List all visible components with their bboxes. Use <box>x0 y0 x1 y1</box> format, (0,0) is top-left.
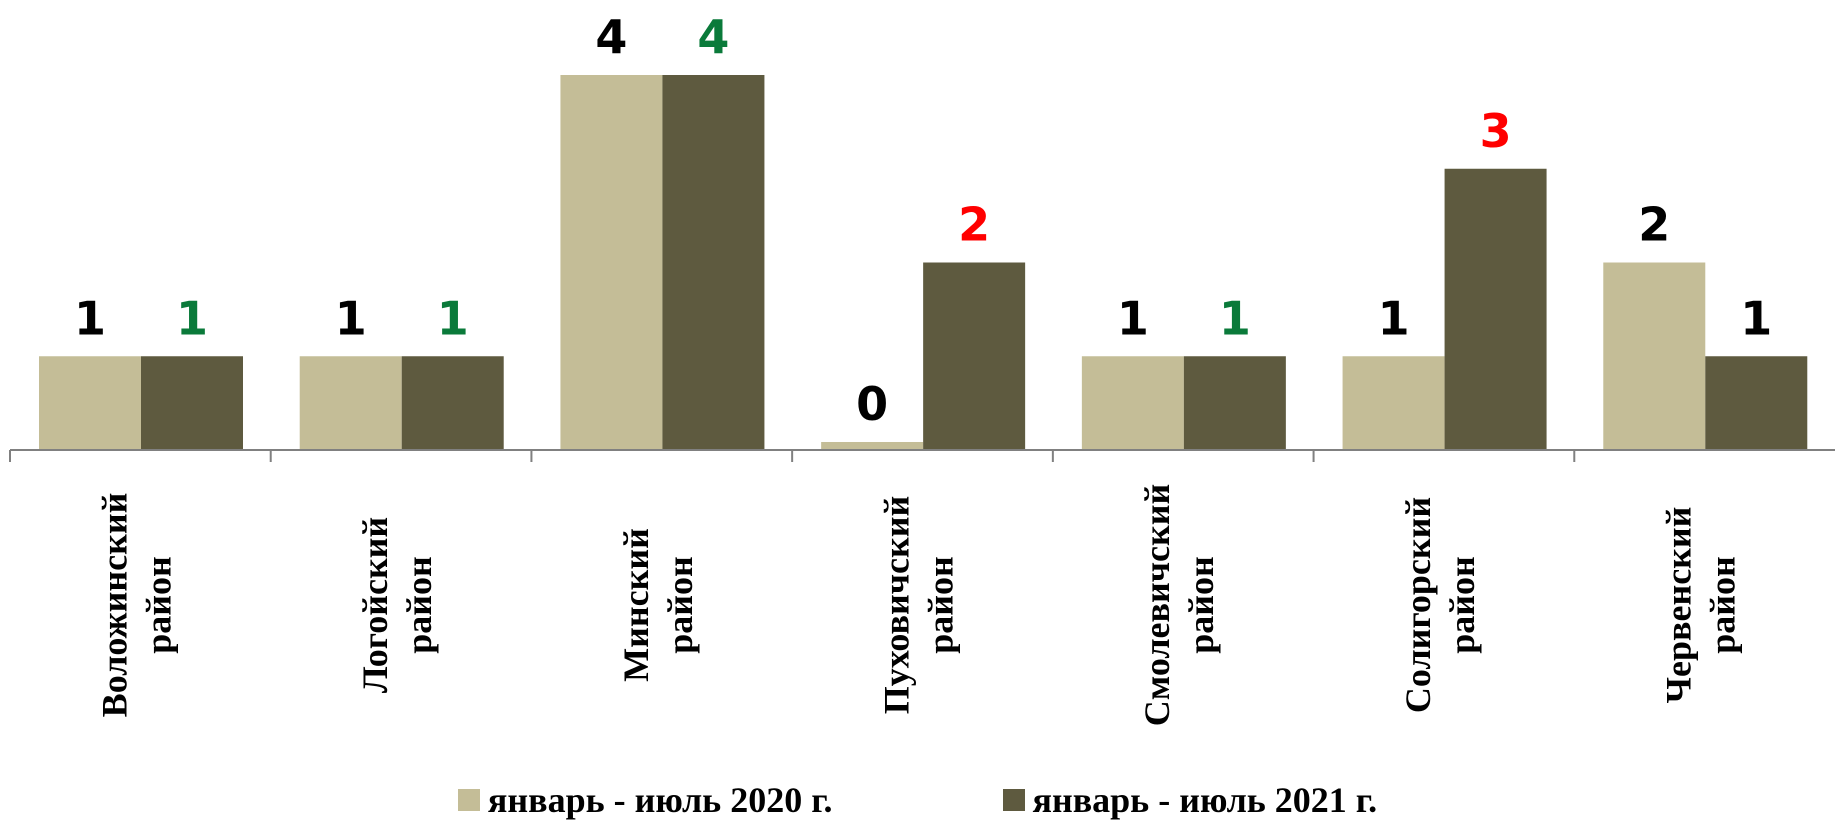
category-label-line: Логойский <box>355 517 395 693</box>
category-label-6: Червенский район <box>1659 507 1743 704</box>
category-label-0: Воложинский район <box>94 493 178 718</box>
category-label-line: Солигорский <box>1398 497 1438 713</box>
category-label-4: Смолевичский район <box>1137 484 1221 726</box>
value-label-2021-3: 2 <box>958 198 990 252</box>
category-label-line: район <box>1181 556 1221 654</box>
bar-2020-4 <box>1081 356 1184 450</box>
legend-swatch-2021 <box>1002 789 1025 811</box>
bar-2021-4 <box>1183 356 1286 450</box>
value-label-2020-3: 0 <box>856 377 888 431</box>
value-label-2020-0: 1 <box>74 291 106 345</box>
legend-swatch-2020 <box>457 789 480 811</box>
value-label-2020-6: 2 <box>1638 198 1670 252</box>
bar-2021-0 <box>141 356 243 450</box>
value-label-2021-0: 1 <box>176 291 208 345</box>
value-label-2021-2: 4 <box>697 10 729 64</box>
category-label-line: Червенский <box>1659 507 1699 704</box>
value-label-2021-1: 1 <box>437 291 469 345</box>
bar-2021-3 <box>923 262 1026 450</box>
bar-2021-1 <box>401 356 504 450</box>
value-label-2021-6: 1 <box>1740 291 1772 345</box>
category-label-line: район <box>660 556 700 654</box>
legend-label-2021: январь - июль 2021 г. <box>1032 780 1378 820</box>
category-label-3: Пуховичский район <box>877 496 961 714</box>
category-label-2: Минский район <box>616 528 700 682</box>
value-label-2021-4: 1 <box>1219 291 1251 345</box>
bar-2021-2 <box>662 75 765 450</box>
category-label-line: Пуховичский <box>877 496 917 714</box>
legend: январь - июль 2020 г. январь - июль 2021… <box>0 780 1835 820</box>
legend-label-2020: январь - июль 2020 г. <box>487 780 833 820</box>
legend-item-2020: январь - июль 2020 г. <box>457 780 833 820</box>
bar-2020-6 <box>1603 262 1706 450</box>
bar-2021-5 <box>1444 168 1547 450</box>
bar-2021-6 <box>1705 356 1808 450</box>
value-label-2020-2: 4 <box>595 10 627 64</box>
value-label-2021-5: 3 <box>1480 104 1512 158</box>
category-label-line: район <box>921 556 961 654</box>
value-label-2020-5: 1 <box>1378 291 1410 345</box>
category-label-line: Минский <box>616 528 656 682</box>
category-label-line: район <box>399 556 439 654</box>
value-label-2020-1: 1 <box>335 291 367 345</box>
category-label-1: Логойский район <box>355 517 439 693</box>
bar-2020-0 <box>39 356 141 450</box>
category-label-5: Солигорский район <box>1398 497 1482 713</box>
category-label-line: район <box>1703 556 1743 654</box>
bar-2020-5 <box>1342 356 1445 450</box>
bar-2020-3 <box>821 442 924 450</box>
category-label-line: Воложинский <box>94 493 134 718</box>
bar-2020-2 <box>560 75 663 450</box>
bar-2020-1 <box>299 356 402 450</box>
value-label-2020-4: 1 <box>1117 291 1149 345</box>
category-label-line: Смолевичский <box>1137 484 1177 726</box>
legend-item-2021: январь - июль 2021 г. <box>1002 780 1378 820</box>
category-label-line: район <box>138 556 178 654</box>
category-label-line: район <box>1442 556 1482 654</box>
